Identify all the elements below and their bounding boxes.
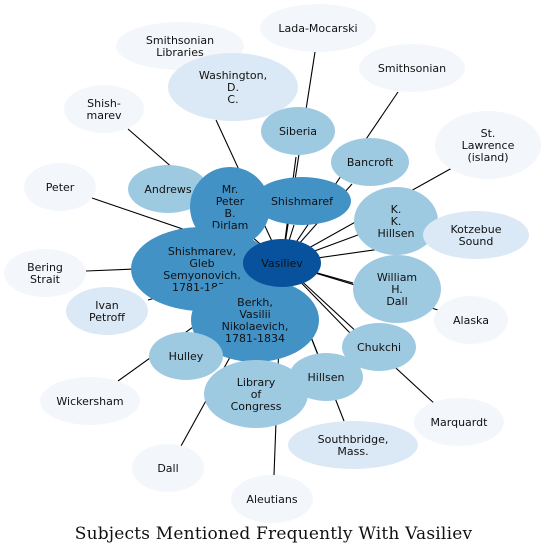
node-label: Kotzebue Sound bbox=[451, 223, 502, 248]
node-bubble bbox=[231, 475, 313, 523]
node-bubble bbox=[66, 287, 148, 335]
node-bubble bbox=[342, 323, 416, 371]
node-siberia: Siberia bbox=[261, 107, 335, 155]
node-bubble bbox=[64, 85, 144, 133]
edge-vasiliev-smithsonian bbox=[281, 91, 399, 264]
node-bering-strait: Bering Strait bbox=[4, 249, 86, 297]
node-label: Bancroft bbox=[347, 156, 394, 169]
node-label: Washington, D. C. bbox=[199, 69, 267, 106]
node-label: Smithsonian bbox=[378, 62, 446, 75]
node-peter: Peter bbox=[24, 163, 96, 211]
node-kk-hillsen: K. K. Hillsen bbox=[354, 187, 438, 255]
node-label: Chukchi bbox=[357, 341, 401, 354]
edge-vasiliev-lada-mocarski bbox=[281, 51, 316, 264]
node-bubble bbox=[149, 332, 223, 380]
node-label: Lada-Mocarski bbox=[278, 22, 357, 35]
node-bubble bbox=[423, 211, 529, 259]
node-bubble bbox=[4, 249, 86, 297]
node-washington-dc: Washington, D. C. bbox=[168, 53, 298, 121]
node-lada-mocarski: Lada-Mocarski bbox=[260, 4, 376, 52]
node-ivan-petroff: Ivan Petroff bbox=[66, 287, 148, 335]
node-bubble bbox=[288, 421, 418, 469]
node-label: Andrews bbox=[144, 183, 192, 196]
node-label: William H. Dall bbox=[377, 271, 417, 308]
node-library-of-congress: Library of Congress bbox=[204, 360, 308, 428]
node-bubble bbox=[434, 296, 508, 344]
node-bubble bbox=[204, 360, 308, 428]
node-bubble bbox=[253, 177, 351, 225]
node-label: Shishmarev, Gleb Semyonovich, 1781-1835 bbox=[163, 245, 241, 294]
node-southbridge-mass: Southbridge, Mass. bbox=[288, 421, 418, 469]
node-bubble bbox=[40, 377, 140, 425]
node-layer: Smithsonian Libraries Lada-Mocarski Washing… bbox=[4, 4, 541, 523]
node-bubble bbox=[414, 398, 504, 446]
node-bubble bbox=[190, 167, 270, 247]
node-label: Dall bbox=[157, 462, 178, 475]
node-label: Ivan Petroff bbox=[89, 299, 125, 324]
node-bubble bbox=[354, 187, 438, 255]
node-vasilii-berkh: Berkh, Vasilii Nikolaevich, 1781-1834 bbox=[191, 278, 319, 362]
node-label: Smithsonian Libraries bbox=[146, 34, 214, 59]
node-marquardt: Marquardt bbox=[414, 398, 504, 446]
node-label: Shishmaref bbox=[271, 195, 334, 208]
node-label: Mr. Peter B. Dirlam bbox=[212, 183, 249, 232]
node-vasiliev: Vasiliev bbox=[243, 239, 321, 287]
node-bubble bbox=[435, 111, 541, 179]
node-hulley: Hulley bbox=[149, 332, 223, 380]
node-label: Siberia bbox=[279, 125, 317, 138]
node-label: K. K. Hillsen bbox=[378, 203, 415, 240]
node-label: Hillsen bbox=[308, 371, 345, 384]
node-bubble bbox=[331, 138, 409, 186]
node-label: Library of Congress bbox=[231, 376, 282, 413]
node-label: Vasiliev bbox=[261, 257, 303, 270]
node-bubble bbox=[191, 278, 319, 362]
node-bubble bbox=[359, 44, 465, 92]
node-label: St. Lawrence (island) bbox=[462, 127, 515, 164]
node-bubble bbox=[260, 4, 376, 52]
node-bubble bbox=[289, 353, 363, 401]
node-label: Hulley bbox=[169, 350, 204, 363]
node-st-lawrence: St. Lawrence (island) bbox=[435, 111, 541, 179]
diagram-title: Subjects Mentioned Frequently With Vasil… bbox=[74, 524, 473, 544]
node-bubble bbox=[243, 239, 321, 287]
node-label: Aleutians bbox=[246, 493, 297, 506]
node-bubble bbox=[168, 53, 298, 121]
node-smithsonian: Smithsonian bbox=[359, 44, 465, 92]
node-bubble bbox=[132, 444, 204, 492]
node-alaska: Alaska bbox=[434, 296, 508, 344]
node-mr-peter-dirlam: Mr. Peter B. Dirlam bbox=[190, 167, 270, 247]
node-label: Marquardt bbox=[431, 416, 489, 429]
node-label: Shish-marev bbox=[86, 97, 122, 122]
node-bubble bbox=[353, 255, 441, 323]
node-bubble bbox=[261, 107, 335, 155]
node-bancroft: Bancroft bbox=[331, 138, 409, 186]
node-bubble bbox=[24, 163, 96, 211]
node-dall: Dall bbox=[132, 444, 204, 492]
node-shishmarev-short: Shish-marev bbox=[64, 85, 144, 133]
node-label: Wickersham bbox=[56, 395, 123, 408]
node-wickersham: Wickersham bbox=[40, 377, 140, 425]
node-aleutians: Aleutians bbox=[231, 475, 313, 523]
node-bubble bbox=[128, 165, 208, 213]
node-kotzebue-sound: Kotzebue Sound bbox=[423, 211, 529, 259]
node-label: Southbridge, Mass. bbox=[318, 433, 389, 458]
node-andrews: Andrews bbox=[128, 165, 208, 213]
node-label: Alaska bbox=[453, 314, 489, 327]
node-label: Peter bbox=[46, 181, 75, 194]
node-shishmaref: Shishmaref bbox=[253, 177, 351, 225]
node-label: Bering Strait bbox=[27, 261, 63, 286]
node-william-dall: William H. Dall bbox=[353, 255, 441, 323]
node-hillsen: Hillsen bbox=[289, 353, 363, 401]
node-label: Berkh, Vasilii Nikolaevich, 1781-1834 bbox=[222, 296, 289, 345]
node-chukchi: Chukchi bbox=[342, 323, 416, 371]
